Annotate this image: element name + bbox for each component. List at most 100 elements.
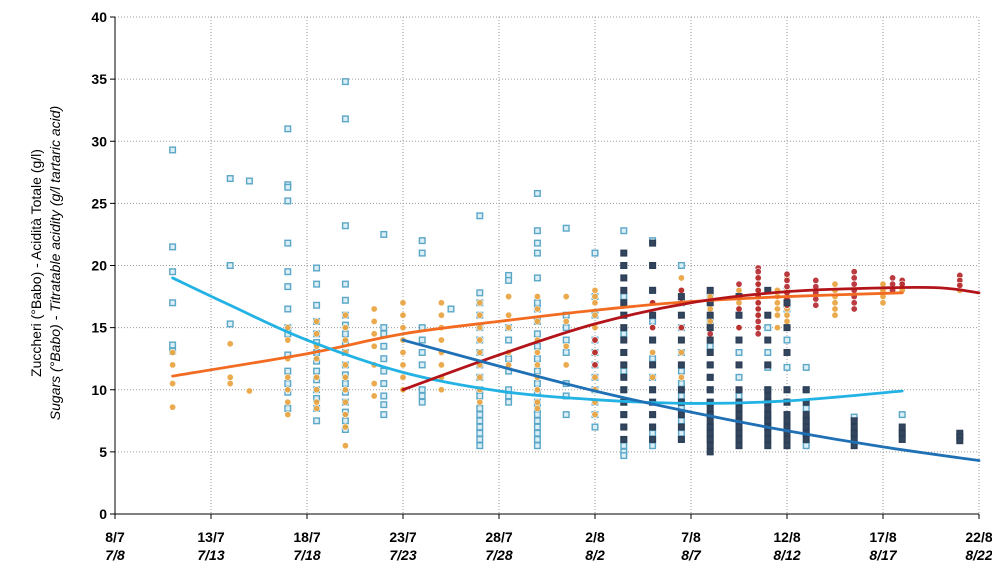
data-point bbox=[813, 302, 819, 308]
data-point bbox=[400, 312, 406, 318]
data-point bbox=[535, 275, 541, 281]
data-point bbox=[621, 424, 627, 430]
data-point bbox=[563, 225, 569, 231]
data-point bbox=[957, 438, 963, 444]
data-point bbox=[477, 324, 483, 330]
data-point bbox=[650, 430, 656, 436]
data-point bbox=[679, 393, 685, 399]
data-point bbox=[592, 287, 598, 293]
data-point bbox=[784, 350, 790, 356]
data-point bbox=[621, 275, 627, 281]
data-point bbox=[621, 368, 627, 374]
data-point bbox=[707, 418, 713, 424]
data-point bbox=[803, 365, 809, 371]
data-point bbox=[678, 374, 684, 380]
y-tick-label: 20 bbox=[91, 258, 107, 274]
data-point bbox=[592, 411, 598, 417]
data-point bbox=[707, 288, 713, 294]
data-point bbox=[285, 368, 291, 374]
data-point bbox=[381, 343, 387, 349]
data-point bbox=[592, 424, 598, 430]
data-point bbox=[650, 312, 656, 318]
data-point bbox=[765, 325, 771, 331]
data-point bbox=[621, 443, 627, 449]
data-point bbox=[707, 387, 713, 393]
data-point bbox=[343, 116, 349, 122]
data-point bbox=[621, 300, 627, 306]
data-point bbox=[707, 375, 713, 381]
data-point bbox=[621, 325, 627, 331]
data-point bbox=[313, 318, 319, 324]
data-point bbox=[477, 412, 483, 418]
data-point bbox=[170, 244, 176, 250]
data-point bbox=[957, 282, 963, 288]
data-point bbox=[851, 300, 857, 306]
data-point bbox=[765, 393, 771, 399]
data-point bbox=[880, 300, 886, 306]
data-point bbox=[707, 306, 713, 312]
data-point bbox=[650, 412, 656, 418]
data-point bbox=[477, 418, 483, 424]
x-tick-label-english: 7/28 bbox=[485, 547, 512, 563]
data-point bbox=[342, 312, 348, 318]
data-point bbox=[899, 424, 905, 430]
data-point bbox=[679, 430, 685, 436]
data-point bbox=[736, 375, 742, 381]
data-point bbox=[285, 198, 291, 204]
data-point bbox=[592, 312, 598, 318]
data-point bbox=[477, 443, 483, 449]
data-point bbox=[765, 350, 771, 356]
data-point bbox=[832, 281, 838, 287]
data-point bbox=[621, 250, 627, 256]
data-point bbox=[535, 424, 541, 430]
data-point bbox=[707, 325, 713, 331]
y-tick-label: 25 bbox=[91, 195, 107, 211]
data-point bbox=[400, 349, 406, 355]
axes bbox=[110, 17, 979, 519]
data-point bbox=[736, 306, 742, 312]
x-tick-label-english: 7/8 bbox=[105, 547, 125, 563]
data-point bbox=[707, 337, 713, 343]
data-point bbox=[736, 324, 742, 330]
data-point bbox=[381, 232, 387, 238]
data-points bbox=[169, 79, 963, 459]
data-point bbox=[650, 288, 656, 294]
data-point bbox=[707, 350, 713, 356]
data-point bbox=[314, 281, 320, 287]
data-point bbox=[889, 275, 895, 281]
data-point bbox=[342, 424, 348, 430]
data-point bbox=[170, 342, 176, 348]
data-point bbox=[535, 228, 541, 234]
x-tick-label-italian: 7/8 bbox=[681, 529, 701, 545]
data-point bbox=[784, 300, 790, 306]
data-point bbox=[534, 306, 540, 312]
data-point bbox=[438, 300, 444, 306]
data-point bbox=[313, 374, 319, 380]
data-point bbox=[774, 306, 780, 312]
data-point bbox=[477, 213, 483, 219]
data-point bbox=[342, 362, 348, 368]
data-point bbox=[343, 297, 349, 303]
data-point bbox=[650, 362, 656, 368]
data-point bbox=[313, 331, 319, 337]
data-point bbox=[765, 406, 771, 412]
x-tick-label-italian: 28/7 bbox=[485, 529, 512, 545]
data-point bbox=[899, 437, 905, 443]
x-tick-label-english: 8/12 bbox=[773, 547, 800, 563]
data-point bbox=[246, 388, 252, 394]
data-point bbox=[535, 250, 541, 256]
data-point bbox=[784, 412, 790, 418]
x-tick-label-english: 7/18 bbox=[293, 547, 320, 563]
data-point bbox=[563, 318, 569, 324]
data-point bbox=[765, 437, 771, 443]
data-point bbox=[419, 393, 425, 399]
data-point bbox=[371, 393, 377, 399]
x-tick-label-italian: 17/8 bbox=[869, 529, 896, 545]
data-point bbox=[314, 302, 320, 308]
data-point bbox=[621, 337, 627, 343]
data-point bbox=[765, 362, 771, 368]
data-point bbox=[535, 443, 541, 449]
data-point bbox=[381, 402, 387, 408]
data-point bbox=[851, 306, 857, 312]
